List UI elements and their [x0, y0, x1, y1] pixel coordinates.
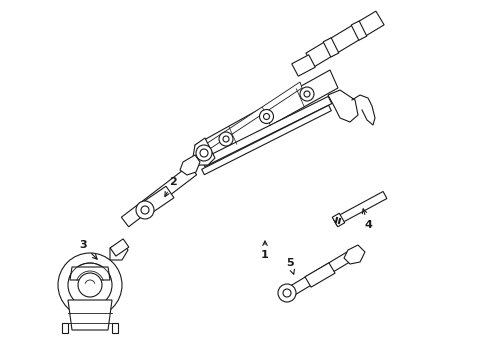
- Text: 1: 1: [261, 241, 268, 260]
- Circle shape: [219, 132, 232, 146]
- Circle shape: [299, 87, 313, 101]
- Circle shape: [259, 109, 273, 123]
- Polygon shape: [201, 105, 331, 175]
- Polygon shape: [70, 267, 110, 280]
- Circle shape: [196, 145, 212, 161]
- Text: 5: 5: [285, 258, 294, 274]
- Circle shape: [263, 113, 269, 120]
- Circle shape: [136, 201, 154, 219]
- Circle shape: [304, 91, 309, 97]
- Polygon shape: [112, 323, 118, 333]
- Text: 3: 3: [79, 240, 97, 259]
- Polygon shape: [121, 165, 196, 227]
- Polygon shape: [331, 213, 344, 227]
- Polygon shape: [323, 38, 338, 57]
- Text: 2: 2: [164, 177, 177, 197]
- Polygon shape: [200, 82, 302, 154]
- Polygon shape: [282, 249, 357, 299]
- Polygon shape: [180, 155, 200, 175]
- Circle shape: [78, 273, 102, 297]
- Polygon shape: [350, 21, 366, 40]
- Polygon shape: [68, 300, 112, 330]
- Polygon shape: [62, 323, 68, 333]
- Circle shape: [141, 206, 149, 214]
- Polygon shape: [110, 242, 128, 260]
- Circle shape: [68, 263, 112, 307]
- Text: 4: 4: [362, 209, 371, 230]
- Polygon shape: [193, 138, 215, 165]
- Circle shape: [200, 149, 207, 157]
- Polygon shape: [144, 186, 174, 213]
- Polygon shape: [332, 192, 386, 225]
- Polygon shape: [305, 263, 334, 287]
- Circle shape: [58, 253, 122, 317]
- Polygon shape: [291, 55, 315, 76]
- Circle shape: [278, 284, 295, 302]
- Polygon shape: [110, 239, 128, 256]
- Polygon shape: [201, 96, 331, 167]
- Polygon shape: [195, 70, 337, 163]
- Polygon shape: [327, 90, 357, 122]
- Polygon shape: [343, 245, 364, 264]
- Circle shape: [223, 136, 228, 142]
- Circle shape: [283, 289, 290, 297]
- Polygon shape: [305, 11, 384, 67]
